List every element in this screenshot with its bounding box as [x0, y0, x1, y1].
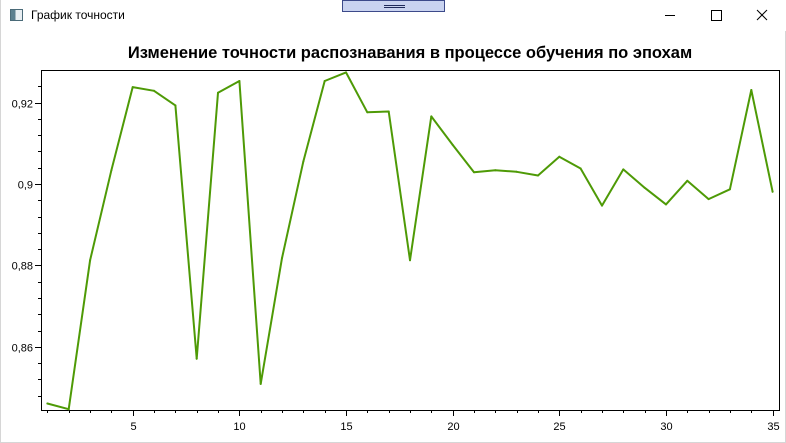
data-point — [622, 168, 625, 171]
resize-grip-handle[interactable] — [342, 0, 445, 12]
y-tick-label: 0,88 — [12, 261, 33, 273]
x-tick-label: 15 — [340, 421, 352, 433]
data-point — [46, 402, 49, 405]
data-point — [174, 104, 177, 107]
maximize-button[interactable] — [693, 0, 739, 31]
x-tick-label: 20 — [447, 421, 459, 433]
data-point — [366, 111, 369, 114]
data-point — [153, 89, 155, 92]
data-point — [302, 160, 305, 163]
data-point — [195, 357, 198, 360]
chart-container: Изменение точности распознавания в проце… — [1, 31, 786, 442]
data-point — [345, 71, 347, 74]
y-tick-label: 0,92 — [12, 99, 33, 111]
x-tick-label: 35 — [767, 421, 779, 433]
data-point — [537, 174, 539, 177]
x-tick-label: 5 — [130, 421, 136, 433]
data-point — [579, 167, 582, 170]
data-point — [515, 170, 518, 173]
data-point — [771, 190, 774, 193]
data-point — [131, 86, 134, 89]
grip-line — [384, 7, 405, 8]
data-point — [67, 408, 70, 411]
minimize-button[interactable] — [647, 0, 693, 31]
app-window-icon — [10, 9, 23, 21]
data-point — [665, 203, 667, 206]
data-point — [686, 179, 689, 182]
data-point — [217, 91, 219, 94]
y-tick-label: 0,86 — [12, 343, 33, 355]
x-tick-label: 25 — [553, 421, 565, 433]
data-point — [259, 382, 262, 385]
data-point — [409, 259, 411, 262]
data-point — [473, 171, 475, 174]
data-point — [451, 143, 454, 146]
data-point — [238, 80, 241, 82]
data-point — [558, 155, 561, 158]
close-icon — [756, 9, 768, 21]
data-point — [707, 198, 710, 201]
data-point — [110, 169, 113, 172]
data-point — [494, 169, 497, 172]
data-point — [430, 115, 433, 118]
data-point — [323, 80, 326, 82]
close-button[interactable] — [739, 0, 785, 31]
maximize-icon — [711, 10, 722, 21]
accuracy-line-chart: Изменение точности распознавания в проце… — [12, 44, 780, 433]
data-point — [601, 204, 603, 207]
data-point — [750, 89, 753, 91]
title-bar[interactable]: График точности — [1, 0, 786, 31]
x-tick-label: 10 — [233, 421, 245, 433]
minimize-icon — [665, 15, 675, 16]
data-point — [728, 188, 731, 191]
y-tick-label: 0,9 — [18, 180, 33, 192]
x-tick-label: 30 — [660, 421, 672, 433]
data-point — [387, 110, 390, 113]
data-point — [643, 186, 646, 189]
window-title: График точности — [31, 8, 125, 22]
data-point — [89, 259, 92, 262]
chart-title: Изменение точности распознавания в проце… — [128, 44, 692, 62]
grip-line — [384, 5, 405, 6]
series-line — [46, 71, 774, 411]
plot-frame — [41, 70, 780, 411]
data-point — [281, 257, 283, 260]
